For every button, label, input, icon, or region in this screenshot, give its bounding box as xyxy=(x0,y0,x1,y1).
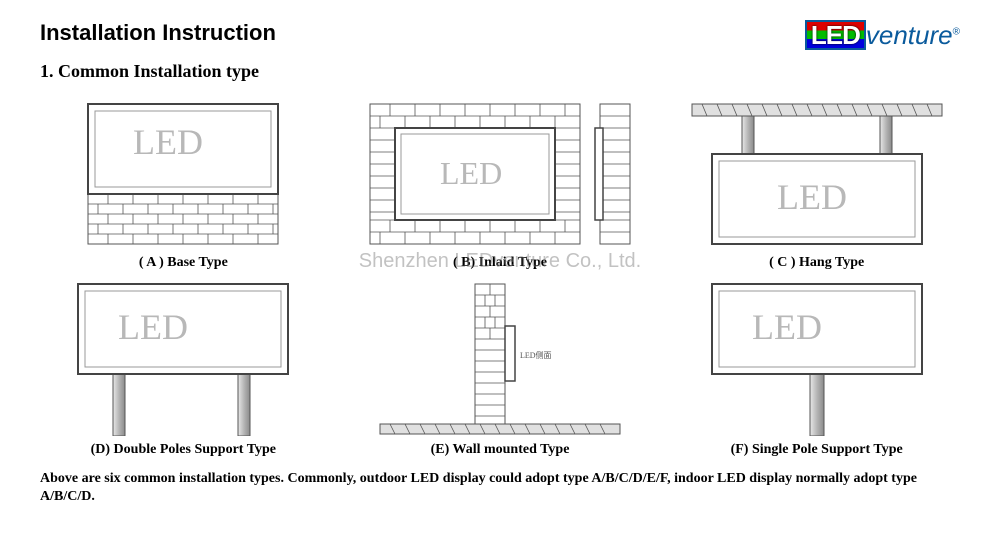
caption-e: (E) Wall mounted Type xyxy=(357,442,644,458)
caption-b: ( B) Inlaid Type xyxy=(357,255,644,271)
diagram-grid: LED ( A ) Base Type xyxy=(40,94,960,458)
page-title: Installation Instruction xyxy=(40,20,276,46)
caption-c: ( C ) Hang Type xyxy=(673,255,960,271)
svg-text:LED: LED xyxy=(777,177,847,217)
diagram-inlaid-type: LED xyxy=(360,99,640,249)
caption-f: (F) Single Pole Support Type xyxy=(673,442,960,458)
subtitle: 1. Common Installation type xyxy=(40,61,960,82)
svg-text:LED: LED xyxy=(118,307,188,347)
diagram-wall-mounted: LED侧面 xyxy=(375,281,625,436)
cell-f: LED (F) Single Pole Support Type xyxy=(673,281,960,458)
diagram-base-type: LED xyxy=(73,99,293,249)
cell-a: LED ( A ) Base Type xyxy=(40,94,327,271)
caption-a: ( A ) Base Type xyxy=(40,255,327,271)
cell-b: LED ( B) Inlaid Type xyxy=(357,94,644,271)
led-text: LED xyxy=(133,122,203,162)
diagram-hang-type: LED xyxy=(687,99,947,249)
svg-text:LED: LED xyxy=(440,155,502,191)
logo: LEDventure® xyxy=(805,20,960,51)
cell-c: LED ( C ) Hang Type xyxy=(673,94,960,271)
cell-e: LED侧面 (E) Wall mounted Type xyxy=(357,281,644,458)
caption-d: (D) Double Poles Support Type xyxy=(40,442,327,458)
diagram-double-poles: LED xyxy=(63,281,303,436)
cell-d: LED (D) Double Poles Support Type xyxy=(40,281,327,458)
diagram-single-pole: LED xyxy=(697,281,937,436)
footnote: Above are six common installation types.… xyxy=(40,470,960,506)
wall-label: LED侧面 xyxy=(520,350,552,360)
svg-text:LED: LED xyxy=(752,307,822,347)
